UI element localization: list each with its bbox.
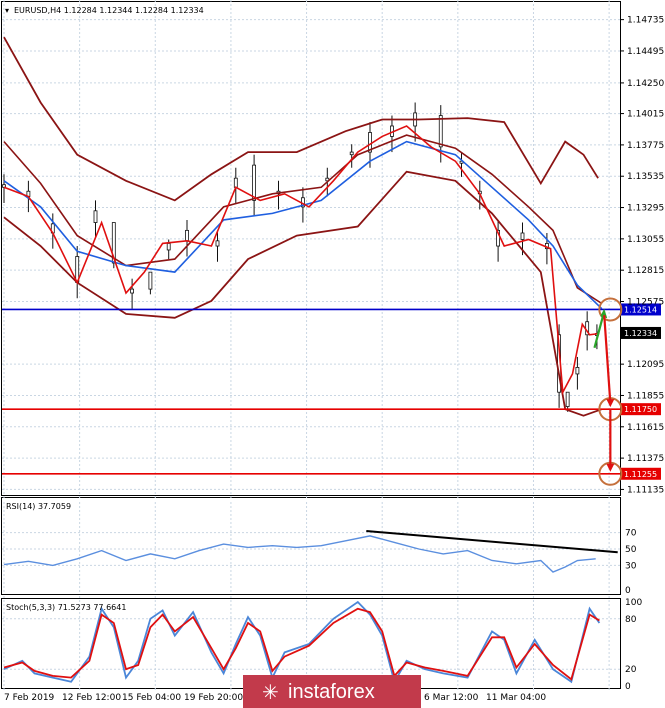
watermark-background	[243, 675, 421, 708]
price-tick-label: 1.14495	[627, 47, 664, 57]
price-tick-label: 1.13535	[627, 172, 664, 182]
stoch-tick-label: 80	[625, 615, 637, 625]
rsi-axis: 70 50 30 0	[625, 529, 637, 596]
candle-body	[111, 222, 116, 264]
rsi-tick-label: 70	[625, 529, 637, 539]
bollinger-middle-line	[3, 134, 603, 305]
dropdown-arrow-icon[interactable]: ▾	[5, 6, 9, 15]
candle-body	[233, 177, 238, 188]
arrow-up-head	[600, 308, 608, 319]
time-tick-label: 19 Feb 20:00	[184, 693, 243, 703]
time-tick-label: 6 Mar 12:00	[424, 693, 479, 703]
price-tick-label: 1.14015	[627, 110, 664, 120]
level-tag	[621, 303, 661, 316]
watermark: ✳ instaforex	[243, 675, 421, 708]
level-tag-label: 1.12514	[624, 305, 657, 314]
forecast-arrows	[593, 297, 623, 486]
time-axis: 7 Feb 2019 12 Feb 12:00 15 Feb 04:00 19 Feb…	[4, 693, 546, 703]
rsi-tick-label: 50	[625, 545, 637, 555]
price-tick-label: 1.14250	[627, 79, 664, 89]
price-grid	[2, 0, 620, 498]
watermark-logo-icon: ✳	[262, 682, 279, 704]
candle-body	[215, 240, 220, 247]
price-series	[2, 36, 603, 417]
price-tick-label: 1.11375	[627, 454, 664, 464]
rsi-line	[3, 535, 596, 573]
candle-body	[368, 132, 372, 153]
rsi-tick-label: 30	[625, 561, 637, 571]
candle-body	[349, 151, 354, 156]
price-tick-label: 1.11615	[627, 423, 664, 433]
price-tick-label: 1.14735	[627, 16, 664, 26]
stoch-grid	[2, 596, 620, 690]
stoch-tick-label: 20	[625, 665, 637, 675]
price-line	[3, 125, 600, 395]
price-panel	[1, 1, 621, 496]
price-tick-label: 1.11855	[627, 391, 664, 401]
candle-body	[93, 210, 98, 223]
candle-body	[496, 229, 501, 247]
rsi-grid	[2, 502, 620, 594]
price-tick-label: 1.12575	[627, 298, 664, 308]
candle-body	[565, 391, 570, 407]
time-tick-label: 15 Feb 04:00	[122, 693, 181, 703]
rsi-tick-label: 0	[625, 586, 631, 596]
candle-body	[520, 232, 525, 240]
stoch-axis: 100 80 20 0	[625, 598, 642, 692]
candle-body	[185, 229, 189, 242]
price-tick-label: 1.13055	[627, 235, 664, 245]
price-tick-label: 1.12095	[627, 360, 664, 370]
price-tick-label: 1.13295	[627, 204, 664, 214]
horizontal-levels: 1.12514 1.11750 1.11255 1.12334	[2, 303, 661, 480]
bollinger-upper-line	[3, 36, 599, 202]
forecast-circle	[598, 297, 623, 322]
watermark-text: instaforex	[288, 681, 375, 703]
rsi-label: RSI(14) 37.7059	[6, 502, 71, 511]
level-tag-label: 1.11255	[624, 470, 657, 479]
bollinger-lower-line	[3, 170, 603, 417]
candle-body	[575, 367, 580, 375]
arrow-up	[593, 311, 606, 349]
stoch-tick-label: 0	[625, 682, 631, 692]
arrow-down-1	[603, 315, 612, 404]
stoch-label: Stoch(5,3,3) 71.5273 77.6641	[6, 603, 126, 612]
current-price-tag	[621, 326, 661, 339]
price-axis: 1.14735 1.14495 1.14250 1.14015 1.13775 1.135…	[620, 16, 664, 495]
arrow-down-2-head	[606, 463, 615, 472]
candle-body	[438, 115, 443, 148]
ema-line	[3, 140, 603, 310]
arrow-down-1-head	[606, 399, 615, 408]
price-tick-label: 1.13775	[627, 141, 664, 151]
candle-body	[252, 164, 257, 201]
time-tick-label: 7 Feb 2019	[4, 693, 55, 703]
stoch-signal-line	[3, 607, 600, 681]
level-tag	[621, 467, 661, 480]
current-price-label: 1.12334	[624, 329, 657, 338]
time-tick-label: 12 Feb 12:00	[62, 693, 121, 703]
price-tick-label: 1.11135	[627, 485, 664, 495]
rsi-trendline	[366, 530, 618, 554]
candle-body	[130, 288, 135, 294]
stoch-tick-label: 100	[625, 598, 642, 608]
level-tag-label: 1.11750	[624, 405, 657, 414]
price-tick-label: 1.12815	[627, 266, 664, 276]
candle-body	[166, 243, 171, 251]
candle-body	[148, 271, 153, 290]
time-tick-label: 11 Mar 04:00	[486, 693, 546, 703]
rsi-series	[3, 530, 618, 573]
level-tag	[621, 403, 661, 416]
symbol-header: EURUSD,H4 1.12284 1.12344 1.12284 1.1233…	[14, 6, 204, 15]
